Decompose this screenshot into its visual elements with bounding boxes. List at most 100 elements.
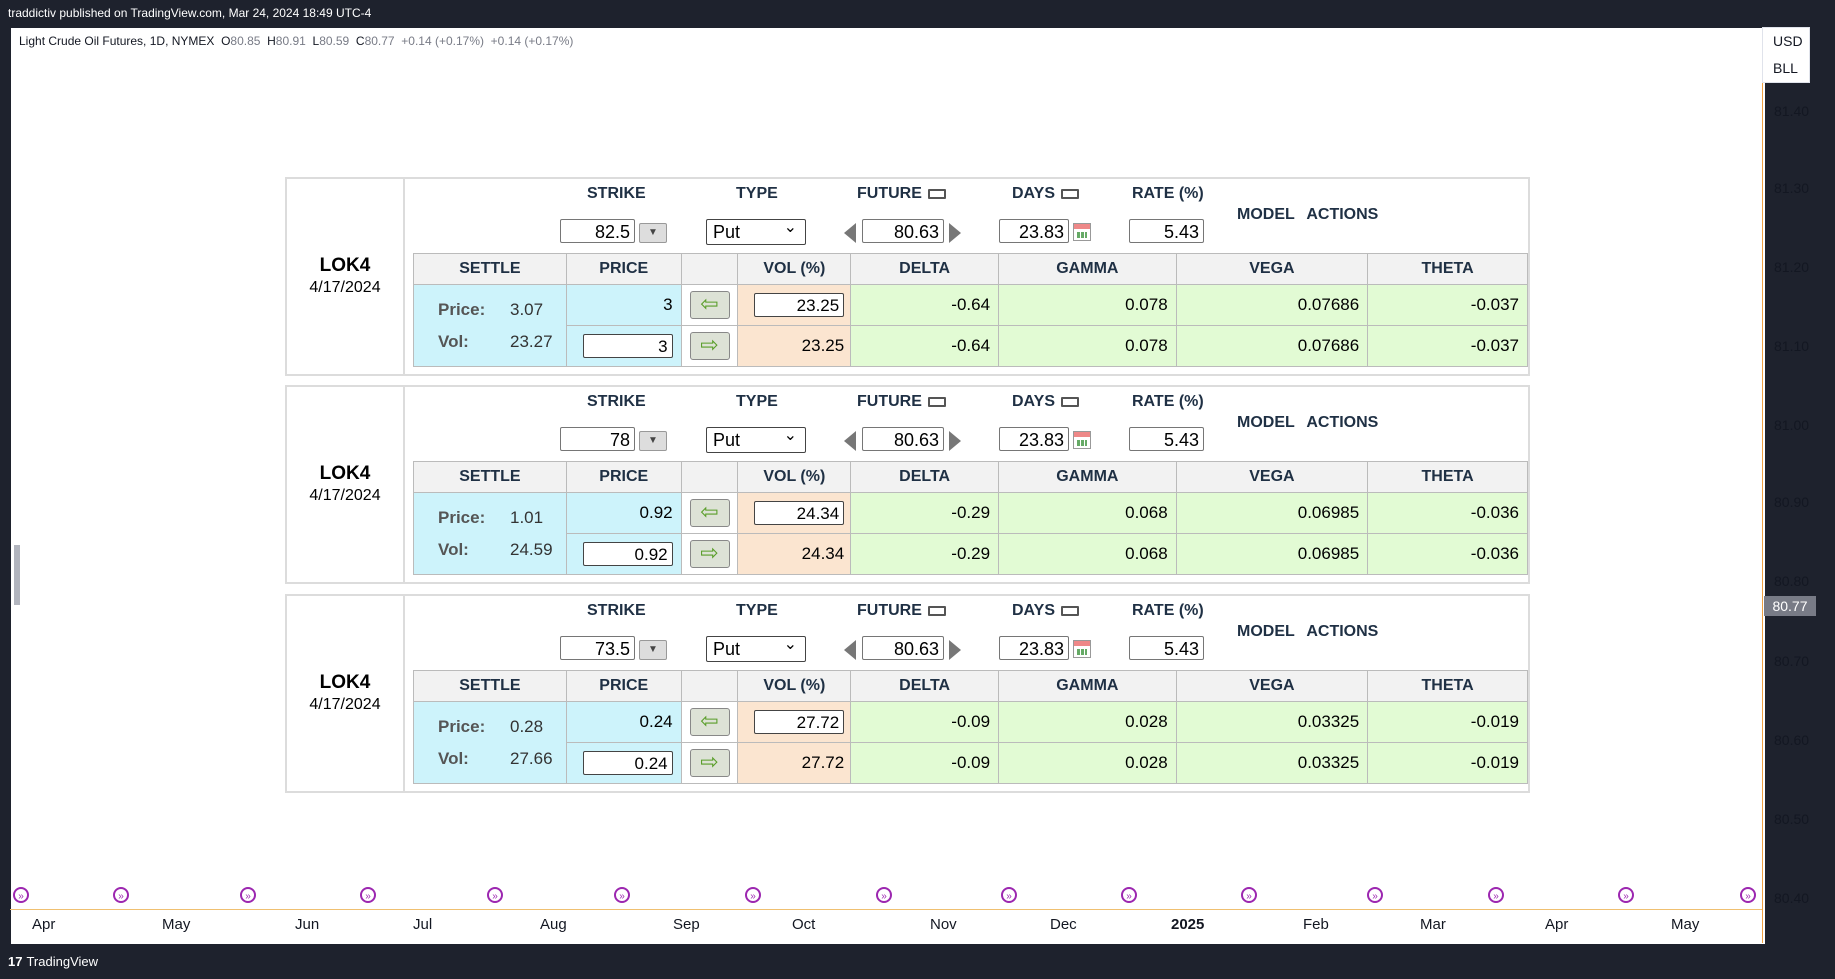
future-increase-icon[interactable] (949, 640, 961, 660)
settle-header: SETTLE (413, 461, 567, 493)
price-value: 0.92 (565, 492, 682, 534)
future-decrease-icon[interactable] (844, 431, 856, 451)
arrow-right-icon[interactable]: ⇨ (689, 332, 730, 360)
calendar-icon[interactable] (1073, 431, 1091, 449)
gamma-value: 0.068 (998, 492, 1177, 534)
settle-cell: Price: 3.07 Vol: 23.27 (413, 284, 567, 367)
arrow-left-icon[interactable]: ⇦ (689, 291, 730, 319)
type-select[interactable]: Put (706, 424, 806, 453)
future-increase-icon[interactable] (949, 431, 961, 451)
price-input[interactable]: 3 (582, 334, 673, 358)
left-scrollbar[interactable] (14, 545, 20, 605)
event-marker-icon[interactable]: » (876, 887, 892, 903)
vol-input[interactable]: 23.25 (754, 293, 845, 317)
strike-dropdown[interactable]: ▼ (639, 640, 667, 660)
future-input[interactable]: 80.63 (862, 219, 944, 243)
arrow-left-icon[interactable]: ⇦ (689, 499, 730, 527)
delta-value: -0.64 (850, 284, 1000, 326)
days-input[interactable]: 23.83 (999, 219, 1069, 243)
settle-price: 3.07 (510, 299, 544, 319)
rate-input[interactable]: 5.43 (1129, 427, 1204, 451)
days-input[interactable]: 23.83 (999, 636, 1069, 660)
price-input[interactable]: 0.92 (582, 542, 673, 566)
arrow-left-icon[interactable]: ⇦ (689, 708, 730, 736)
future-decrease-icon[interactable] (844, 223, 856, 243)
vol-header: VOL (%) (737, 670, 852, 702)
arrow-right-icon[interactable]: ⇨ (689, 749, 730, 777)
event-marker-icon[interactable]: » (113, 887, 129, 903)
strike-dropdown[interactable]: ▼ (639, 431, 667, 451)
strike-input[interactable]: 73.5 (560, 636, 635, 660)
chevron-down-icon: ▼ (648, 644, 658, 655)
vol-value: 23.25 (737, 325, 852, 367)
event-marker-icon[interactable]: » (13, 887, 29, 903)
event-marker-icon[interactable]: » (614, 887, 630, 903)
pin-icon[interactable] (1060, 188, 1079, 199)
rate-header: RATE (%) (1132, 602, 1204, 619)
gamma-header: GAMMA (998, 253, 1177, 285)
gamma-header: GAMMA (998, 670, 1177, 702)
settle-price: 1.01 (510, 507, 544, 527)
vega-value: 0.06985 (1175, 533, 1369, 575)
rate-input[interactable]: 5.43 (1129, 636, 1204, 660)
calendar-icon[interactable] (1073, 640, 1091, 658)
vol-input[interactable]: 24.34 (754, 501, 845, 525)
price-tick: 80.60 (1774, 732, 1810, 748)
arrow-header (680, 461, 739, 493)
event-marker-icon[interactable]: » (1740, 887, 1756, 903)
close-value: 80.77 (364, 34, 395, 48)
pin-icon[interactable] (927, 605, 946, 616)
days-input[interactable]: 23.83 (999, 427, 1069, 451)
price-input[interactable]: 0.24 (582, 751, 673, 775)
vega-header: VEGA (1175, 461, 1369, 493)
days-header: DAYS (1012, 185, 1079, 203)
future-decrease-icon[interactable] (844, 640, 856, 660)
expiry-date: 4/17/2024 (309, 487, 381, 504)
currency-label[interactable]: USD (1773, 33, 1803, 49)
gamma-value: 0.078 (998, 284, 1177, 326)
currency-selector[interactable]: USD BLL (1762, 27, 1810, 83)
future-header: FUTURE (857, 602, 946, 620)
future-input[interactable]: 80.63 (862, 636, 944, 660)
pin-icon[interactable] (1060, 396, 1079, 407)
future-increase-icon[interactable] (949, 223, 961, 243)
top-bar: traddictiv published on TradingView.com,… (0, 0, 1835, 27)
event-marker-icon[interactable]: » (1001, 887, 1017, 903)
price-tick: 81.10 (1774, 338, 1810, 354)
pin-icon[interactable] (1060, 605, 1079, 616)
pin-icon[interactable] (927, 396, 946, 407)
price-header: PRICE (565, 461, 682, 493)
event-marker-icon[interactable]: » (1488, 887, 1504, 903)
time-tick: May (1671, 916, 1700, 933)
event-marker-icon[interactable]: » (1618, 887, 1634, 903)
event-marker-icon[interactable]: » (1241, 887, 1257, 903)
strike-dropdown[interactable]: ▼ (639, 223, 667, 243)
type-select[interactable]: Put (706, 633, 806, 662)
vol-input[interactable]: 27.72 (754, 710, 845, 734)
price-tick: 80.70 (1774, 653, 1810, 669)
time-tick: Apr (1545, 916, 1569, 933)
calendar-icon[interactable] (1073, 223, 1091, 241)
future-input[interactable]: 80.63 (862, 427, 944, 451)
event-marker-icon[interactable]: » (1121, 887, 1137, 903)
event-marker-icon[interactable]: » (745, 887, 761, 903)
type-select[interactable]: Put (706, 216, 806, 245)
event-marker-icon[interactable]: » (240, 887, 256, 903)
price-tick: 81.20 (1774, 259, 1810, 275)
event-marker-icon[interactable]: » (360, 887, 376, 903)
unit-label[interactable]: BLL (1773, 60, 1798, 76)
arrow-header (680, 670, 739, 702)
vol-value: 24.34 (737, 533, 852, 575)
strike-input[interactable]: 78 (560, 427, 635, 451)
event-marker-icon[interactable]: » (1367, 887, 1383, 903)
arrow-right-icon[interactable]: ⇨ (689, 540, 730, 568)
price-header: PRICE (565, 670, 682, 702)
delta-value: -0.09 (850, 742, 1000, 784)
event-marker-icon[interactable]: » (487, 887, 503, 903)
rate-input[interactable]: 5.43 (1129, 219, 1204, 243)
pin-icon[interactable] (927, 188, 946, 199)
strike-input[interactable]: 82.5 (560, 219, 635, 243)
price-tick: 80.90 (1774, 494, 1810, 510)
gamma-value: 0.028 (998, 742, 1177, 784)
time-tick: Dec (1050, 916, 1077, 933)
